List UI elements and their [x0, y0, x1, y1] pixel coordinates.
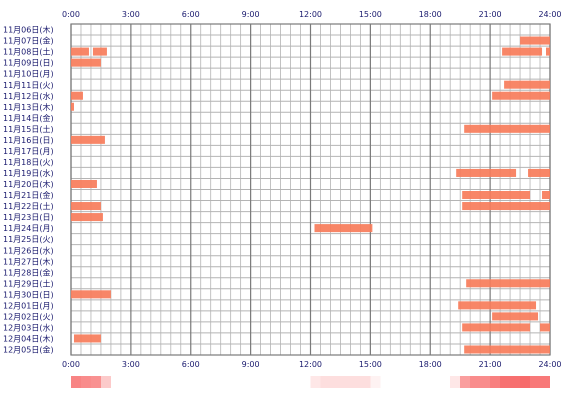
row-label: 11月08日(土): [3, 47, 54, 57]
activity-segment: [71, 202, 101, 211]
row-label: 11月26日(水): [3, 245, 54, 255]
x-tick-label-bottom: 9:00: [242, 360, 260, 369]
activity-segment: [464, 124, 550, 133]
x-tick-label: 15:00: [359, 10, 382, 19]
summary-heat-strip: [71, 376, 550, 388]
activity-segment: [71, 91, 83, 100]
activity-segment: [520, 36, 550, 45]
activity-bars: [71, 36, 550, 354]
x-tick-label-bottom: 18:00: [419, 360, 442, 369]
x-tick-label-bottom: 6:00: [182, 360, 200, 369]
row-label: 12月01日(月): [3, 301, 54, 310]
x-tick-label-bottom: 15:00: [359, 360, 382, 369]
row-label: 11月18日(火): [3, 158, 54, 167]
activity-segment: [71, 47, 89, 56]
row-label: 11月14日(金): [3, 113, 54, 123]
row-label: 11月13日(木): [3, 102, 54, 112]
x-tick-label-bottom: 21:00: [479, 360, 502, 369]
x-tick-label: 6:00: [182, 10, 200, 19]
x-tick-label: 21:00: [479, 10, 502, 19]
activity-segment: [92, 47, 107, 56]
activity-segment: [458, 301, 537, 310]
activity-segment: [71, 135, 105, 144]
activity-segment: [504, 80, 550, 89]
activity-segment: [466, 279, 550, 288]
activity-segment: [462, 323, 531, 332]
x-tick-label-bottom: 24:00: [538, 360, 561, 369]
row-label: 11月07日(金): [3, 36, 54, 46]
row-label: 11月09日(日): [3, 59, 54, 68]
row-labels: 11月06日(木)11月07日(金)11月08日(土) 11月09日(日) 11月1…: [3, 25, 54, 355]
activity-segment: [492, 91, 550, 100]
row-label: 12月04日(木): [3, 334, 54, 344]
row-label: 12月05日(金): [3, 345, 54, 355]
activity-segment: [464, 345, 550, 354]
activity-segment: [71, 290, 111, 299]
activity-segment: [546, 47, 550, 56]
row-label: 11月30日(日): [3, 290, 54, 299]
row-label: 11月23日(日): [3, 213, 54, 222]
activity-segment: [528, 168, 550, 177]
activity-segment: [462, 202, 550, 211]
x-tick-label: 3:00: [122, 10, 140, 19]
row-label: 11月19日(水): [3, 168, 54, 178]
activity-segment: [492, 312, 539, 321]
x-tick-label: 0:00: [62, 10, 80, 19]
activity-segment: [502, 47, 543, 56]
row-label: 11月06日(木): [3, 25, 54, 35]
activity-segment: [73, 334, 101, 343]
row-label: 11月10日(月): [3, 70, 54, 79]
activity-segment: [71, 179, 97, 188]
activity-segment: [540, 323, 550, 332]
x-tick-label-bottom: 0:00: [62, 360, 80, 369]
row-label: 11月24日(月): [3, 224, 54, 233]
x-tick-label-bottom: 12:00: [299, 360, 322, 369]
activity-segment: [462, 191, 531, 200]
row-label: 11月15日(土): [3, 124, 54, 134]
x-tick-label: 12:00: [299, 10, 322, 19]
row-label: 11月27日(木): [3, 256, 54, 266]
row-label: 11月20日(木): [3, 179, 54, 189]
activity-segment: [456, 168, 517, 177]
row-label: 11月25日(火): [3, 235, 54, 244]
activity-segment: [71, 58, 101, 67]
x-tick-label: 18:00: [419, 10, 442, 19]
grid-lines: [70, 23, 551, 356]
plot-frame: [70, 23, 551, 356]
row-label: 11月22日(土): [3, 201, 54, 211]
activity-segment: [314, 224, 373, 233]
row-label: 11月16日(日): [3, 136, 54, 145]
row-label: 12月02日(火): [3, 312, 54, 321]
activity-segment: [71, 213, 103, 222]
row-label: 11月12日(水): [3, 91, 54, 101]
row-label: 11月28日(金): [3, 267, 54, 277]
activity-segment: [542, 191, 550, 200]
x-tick-labels: 0:00 0:00 3:00 3:00 6:00 6:00 9:00 9:00 12:00 12:…: [62, 10, 562, 369]
x-tick-label: 9:00: [242, 10, 260, 19]
x-tick-label: 24:00: [538, 10, 561, 19]
x-tick-label-bottom: 3:00: [122, 360, 140, 369]
row-label: 11月17日(月): [3, 147, 54, 156]
row-label: 11月21日(金): [3, 190, 54, 200]
row-label: 12月03日(水): [3, 323, 54, 333]
activity-segment: [71, 102, 74, 111]
row-label: 11月29日(土): [3, 278, 54, 288]
row-label: 11月11日(火): [3, 81, 54, 90]
